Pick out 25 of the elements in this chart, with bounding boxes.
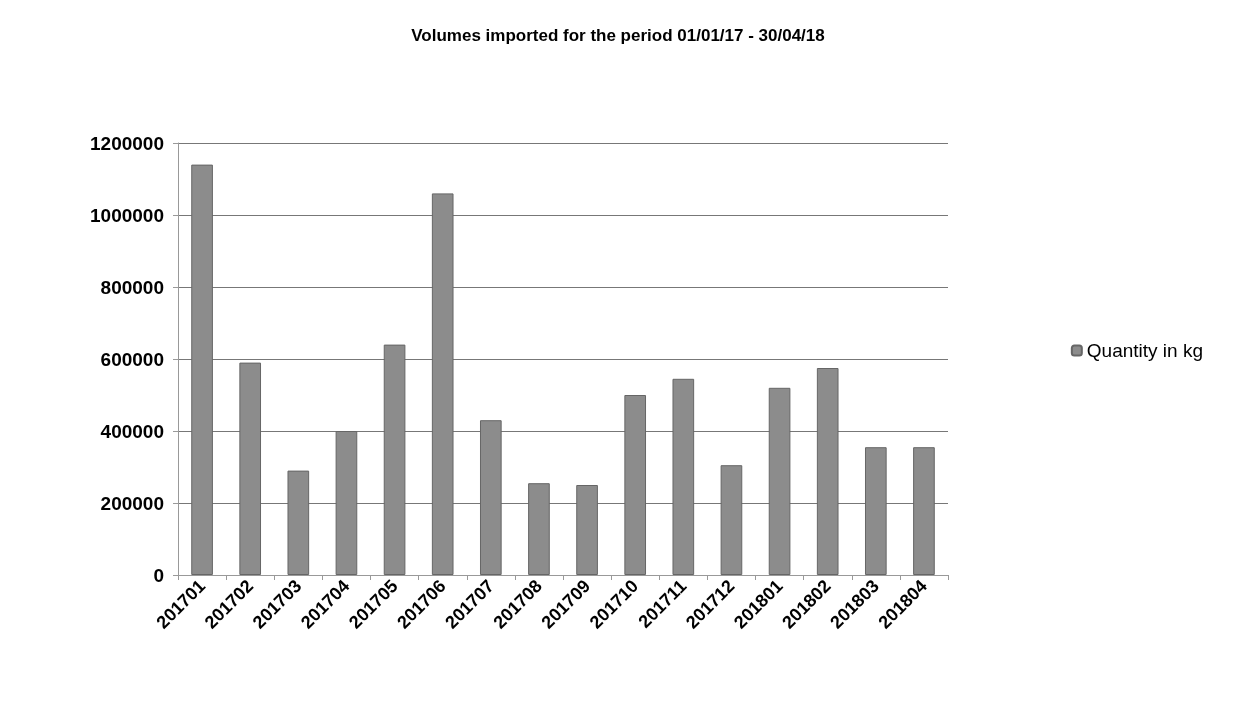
bar <box>528 483 550 575</box>
bar <box>239 362 262 575</box>
y-tick-label: 1000000 <box>90 204 164 226</box>
chart-title: Volumes imported for the period 01/01/17 - 30/04/18 <box>411 26 825 45</box>
bar <box>191 164 213 575</box>
legend-label: Quantity in kg <box>1086 340 1203 361</box>
bar <box>864 447 887 575</box>
bar <box>672 378 695 575</box>
bar <box>479 420 502 575</box>
bar <box>768 387 791 575</box>
bar <box>335 431 358 575</box>
bar <box>287 470 310 575</box>
y-tick-label: 600000 <box>100 348 164 370</box>
bar <box>431 193 454 575</box>
y-tick-label: 1200000 <box>90 132 164 154</box>
bar <box>913 447 935 575</box>
bar <box>624 395 647 575</box>
y-tick-label: 800000 <box>100 276 164 298</box>
y-tick-label: 200000 <box>100 492 164 514</box>
y-tick-label: 0 <box>153 564 164 586</box>
bar <box>576 485 598 575</box>
bar <box>383 344 406 575</box>
y-tick-label: 400000 <box>100 420 164 442</box>
bar <box>816 368 839 575</box>
bar <box>720 465 743 575</box>
